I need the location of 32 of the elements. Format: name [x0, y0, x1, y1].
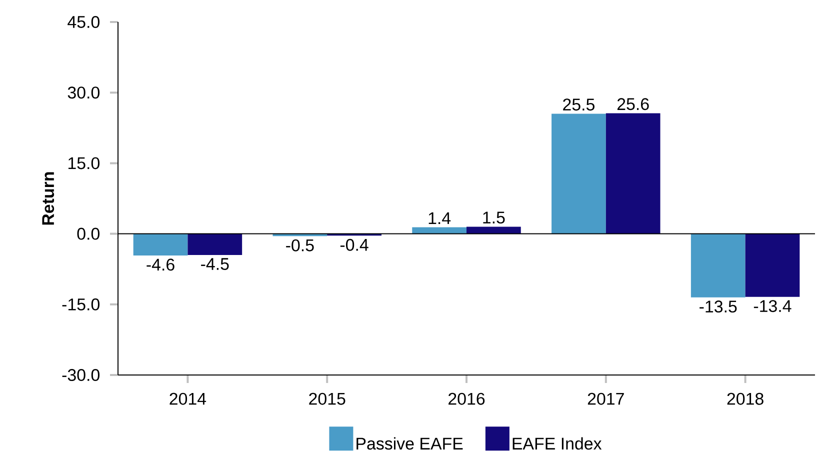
legend-label: EAFE Index	[512, 437, 602, 450]
x-tick-label: 2018	[727, 392, 764, 405]
data-label: -4.5	[201, 258, 229, 270]
bar	[606, 113, 660, 234]
bar	[745, 234, 800, 297]
y-axis-title: Return	[42, 172, 54, 225]
y-tick-label: 15.0	[68, 157, 100, 170]
data-label: -13.4	[754, 300, 792, 312]
data-label: 25.5	[563, 98, 594, 111]
data-label: -13.5	[700, 300, 737, 313]
y-tick-label: 45.0	[68, 16, 100, 28]
data-label: -4.6	[146, 258, 174, 271]
x-tick-label: 2014	[170, 392, 206, 405]
bar	[133, 234, 188, 256]
bar	[188, 234, 242, 255]
bar	[412, 227, 467, 234]
bar	[466, 226, 521, 234]
bar	[690, 234, 746, 298]
legend-label: Passive EAFE	[356, 437, 463, 450]
y-tick-label: -15.0	[62, 298, 100, 310]
bar	[552, 114, 606, 234]
data-label: -0.5	[286, 239, 314, 252]
data-label: -0.4	[340, 238, 368, 251]
y-tick-label: 0.0	[77, 228, 100, 240]
x-tick-label: 2016	[448, 392, 485, 405]
data-label: 1.5	[483, 212, 505, 224]
y-tick-label: -30.0	[62, 369, 100, 381]
y-tick-label: 30.0	[68, 86, 100, 99]
x-tick-label: 2017	[588, 392, 624, 405]
data-label: 1.4	[428, 212, 451, 224]
x-tick-label: 2015	[309, 392, 346, 405]
data-label: 25.6	[617, 98, 649, 110]
